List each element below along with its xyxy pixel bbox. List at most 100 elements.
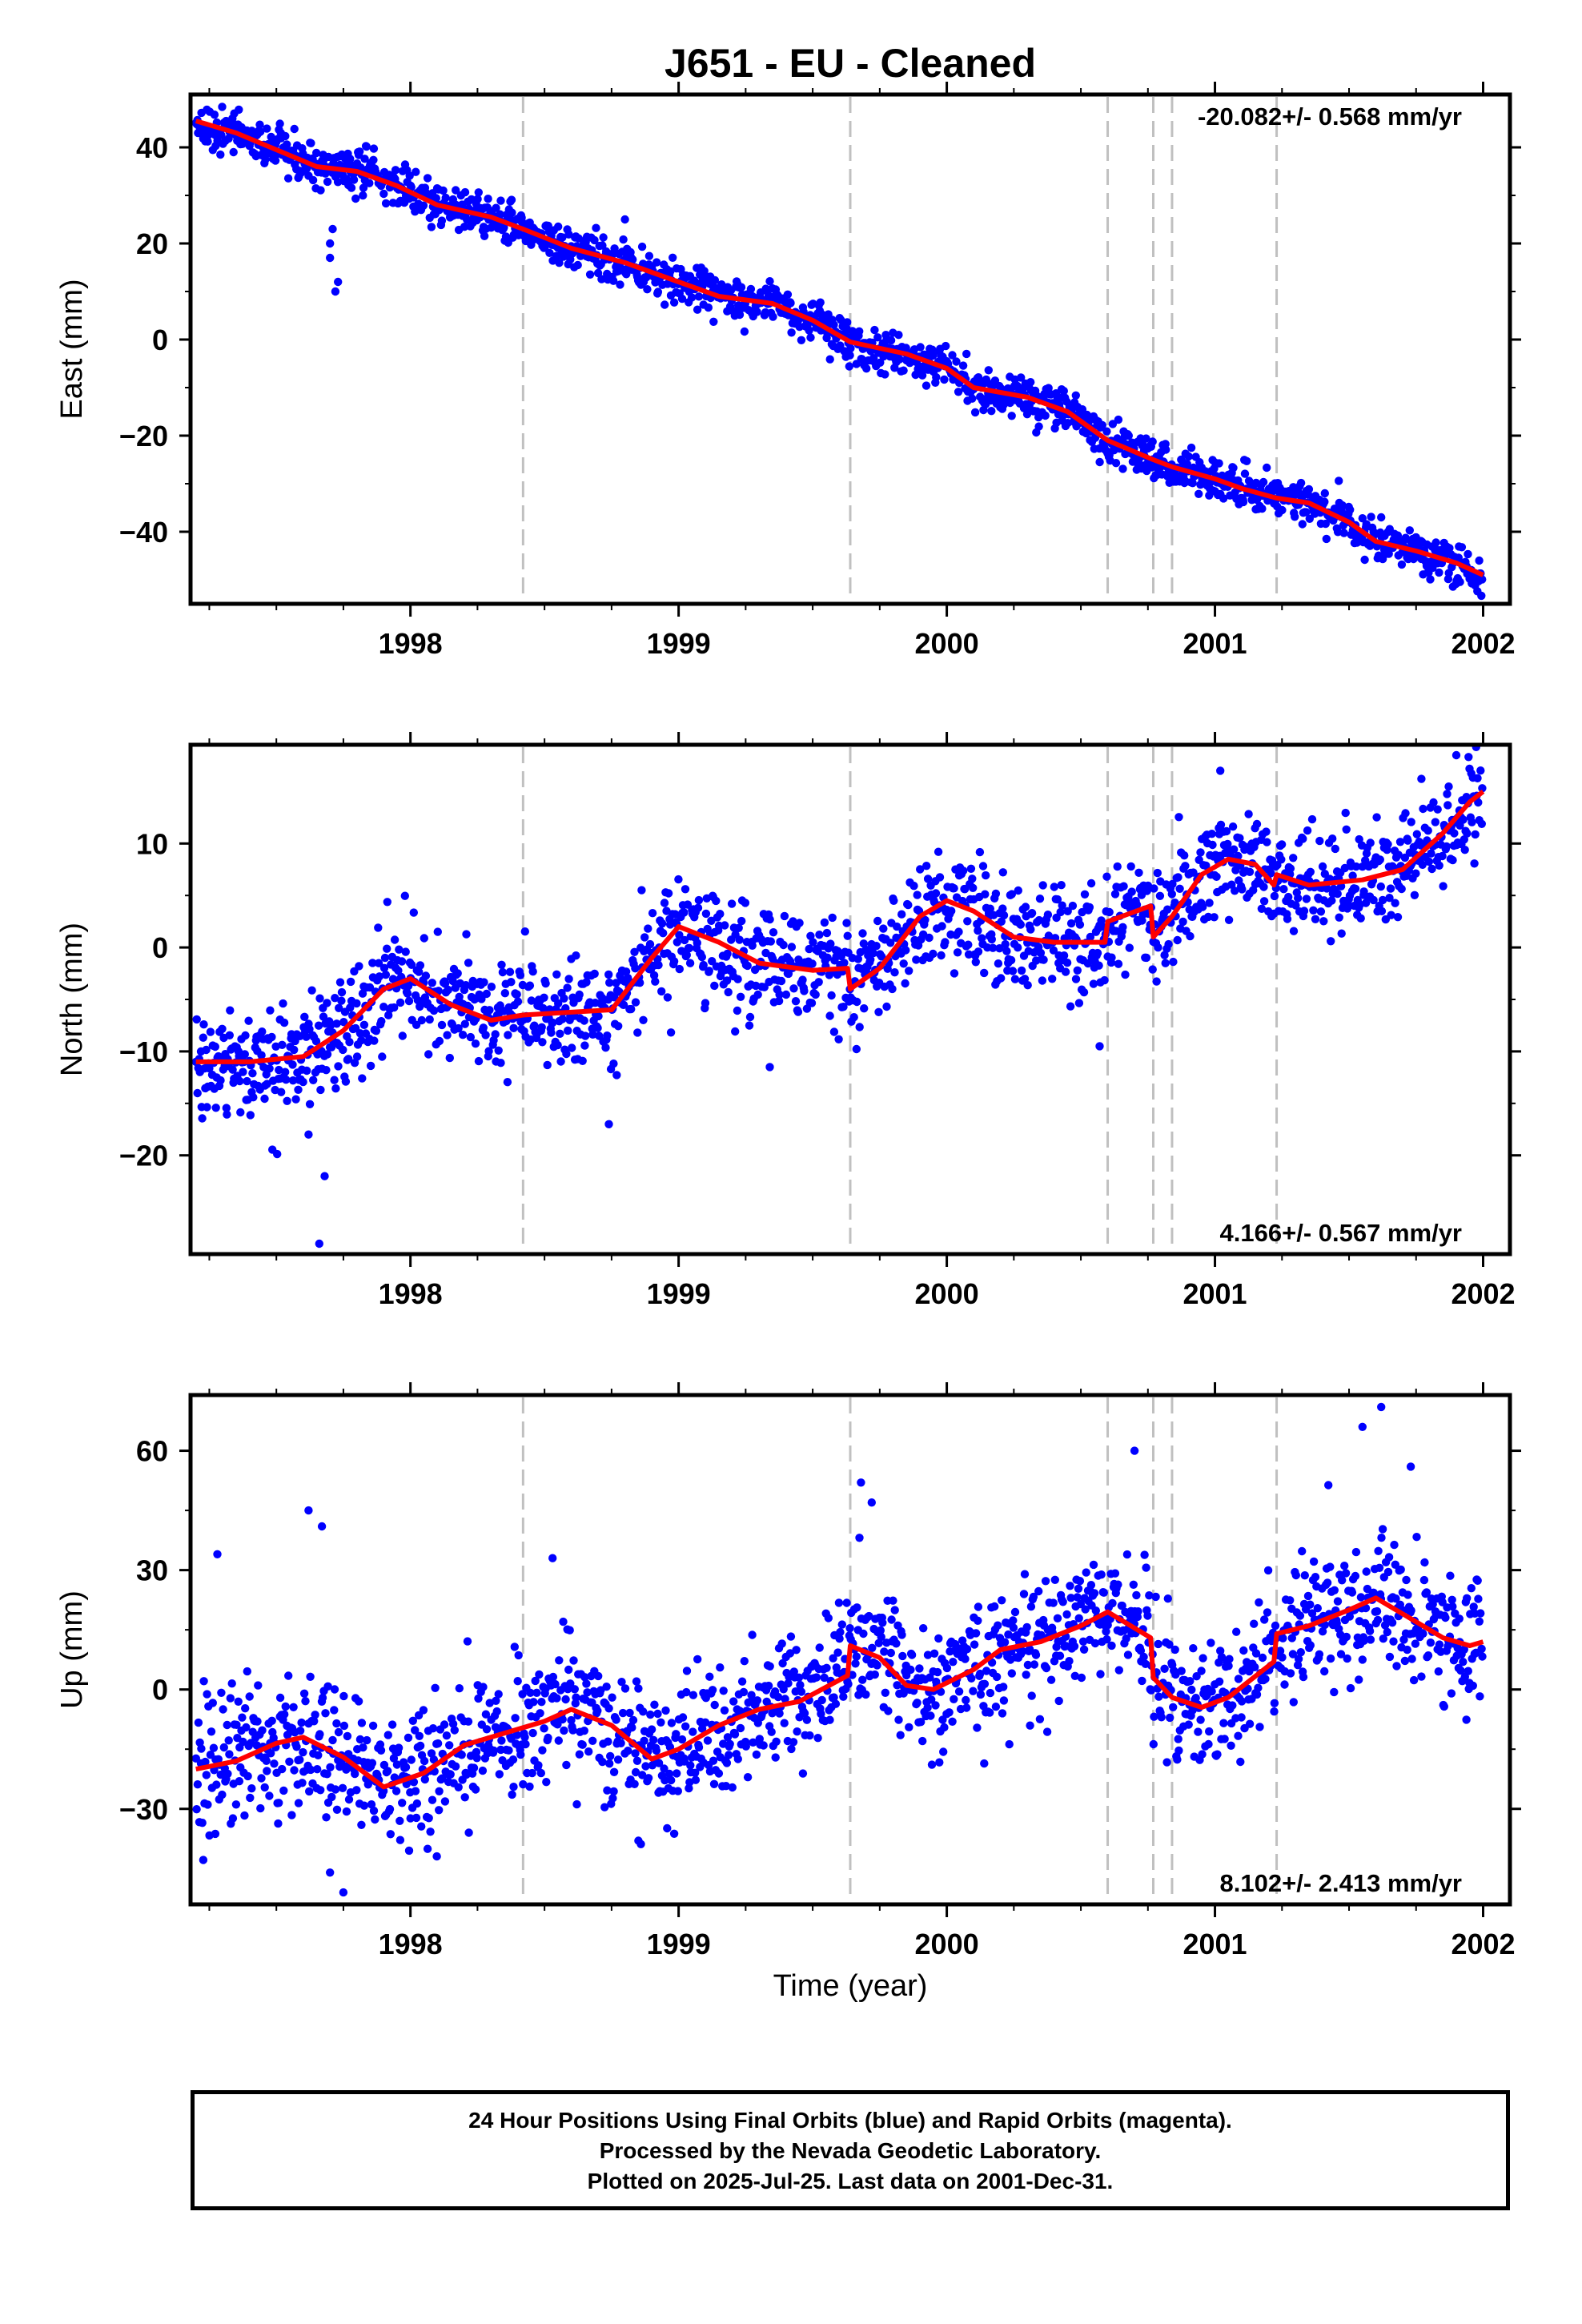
y-tick-label: 20 [136, 227, 168, 260]
data-point [548, 1018, 557, 1027]
data-point [785, 1649, 795, 1658]
data-point [918, 1736, 927, 1746]
data-point [693, 939, 701, 947]
data-point [603, 1786, 612, 1795]
data-point [1443, 790, 1452, 798]
data-point [1320, 489, 1330, 498]
data-point [889, 1596, 897, 1605]
data-point [543, 1060, 552, 1070]
data-point [1405, 526, 1415, 535]
data-point [386, 1830, 395, 1839]
data-point [552, 1694, 561, 1703]
data-point [279, 1786, 288, 1795]
data-point [793, 1007, 803, 1016]
data-point [1346, 505, 1355, 514]
data-point [777, 976, 786, 986]
x-tick-label: 2000 [915, 1277, 979, 1310]
data-point [975, 847, 985, 857]
data-point [815, 931, 824, 939]
data-point [509, 1023, 518, 1033]
data-point [822, 928, 832, 938]
data-point [1026, 925, 1035, 934]
data-point [460, 1019, 469, 1028]
data-point [853, 955, 863, 963]
data-point [398, 1031, 407, 1040]
data-point [1403, 836, 1412, 845]
data-point [868, 1643, 877, 1652]
data-point [1086, 879, 1096, 888]
data-point [737, 283, 746, 292]
data-point [290, 1045, 299, 1055]
data-point [1053, 895, 1062, 904]
data-point [1323, 884, 1331, 893]
data-point [1279, 1634, 1287, 1642]
data-point [1039, 955, 1048, 964]
data-point [235, 1777, 244, 1786]
data-point [649, 971, 659, 980]
data-point [1229, 464, 1238, 472]
data-point [564, 1026, 572, 1035]
data-point [775, 1709, 784, 1718]
data-point [339, 1721, 349, 1731]
data-point [1324, 1481, 1333, 1490]
data-point [678, 1713, 688, 1722]
data-point [1224, 915, 1234, 925]
data-point [923, 1651, 933, 1659]
data-point [860, 1004, 869, 1013]
data-point [942, 341, 950, 351]
data-point [843, 318, 852, 327]
data-point [971, 1629, 981, 1638]
data-point [772, 1737, 781, 1746]
data-point [1275, 1647, 1285, 1655]
data-point [1166, 1713, 1174, 1723]
data-point [916, 343, 925, 352]
data-point [699, 960, 708, 970]
data-point [1222, 826, 1231, 836]
data-point [404, 1733, 413, 1743]
data-point [604, 970, 613, 979]
data-point [281, 1068, 290, 1076]
data-point [519, 1779, 528, 1789]
data-point [1234, 1675, 1243, 1683]
data-point [424, 1050, 433, 1059]
data-point [652, 1746, 661, 1755]
x-tick-label: 1998 [379, 1277, 443, 1310]
data-point [1434, 1667, 1443, 1676]
data-point [1387, 911, 1395, 919]
x-tick-label: 1998 [379, 627, 443, 660]
data-point [1007, 890, 1017, 899]
data-point [573, 260, 582, 270]
data-point [1338, 1576, 1347, 1585]
y-tick-label: −10 [119, 1035, 168, 1068]
data-point [949, 1658, 958, 1667]
data-point [938, 922, 946, 931]
data-point [334, 277, 343, 287]
data-point [640, 1736, 648, 1745]
data-point [240, 1050, 249, 1059]
data-point [703, 1736, 713, 1745]
data-point [560, 1726, 568, 1735]
data-point [753, 990, 762, 999]
data-point [552, 970, 561, 979]
data-point [1041, 411, 1050, 420]
data-point [352, 999, 361, 1008]
data-point [234, 1697, 243, 1706]
data-point [388, 975, 398, 983]
data-point [802, 1715, 812, 1724]
data-point [967, 1674, 976, 1683]
data-point [228, 1814, 238, 1823]
data-point [1114, 1580, 1122, 1589]
data-point [306, 1765, 315, 1775]
data-point [299, 1689, 309, 1698]
data-point [1170, 899, 1179, 907]
data-point [306, 1672, 315, 1681]
data-point [1369, 1588, 1378, 1598]
data-point [1154, 1692, 1163, 1701]
data-point [805, 326, 813, 335]
data-point [814, 978, 823, 987]
data-point [494, 1046, 503, 1055]
data-point [998, 904, 1007, 913]
data-point [489, 1746, 498, 1755]
data-point [370, 1036, 379, 1045]
data-point [991, 1703, 1001, 1711]
